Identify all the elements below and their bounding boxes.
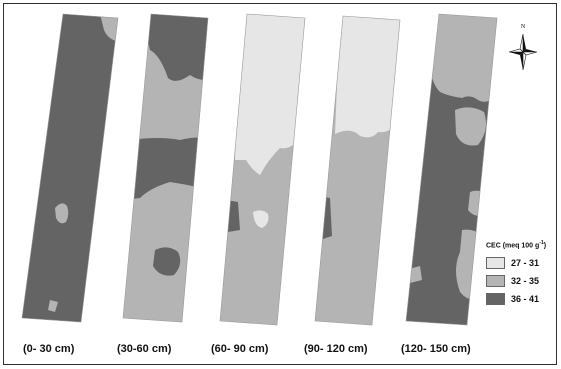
depth-label-30-60: (30-60 cm) — [117, 343, 172, 355]
depth-label-120-150: (120- 150 cm) — [401, 343, 471, 355]
map-panel-60-90 — [220, 14, 305, 325]
legend-swatch — [486, 293, 505, 306]
map-panel-90-120 — [315, 16, 400, 325]
map-panel-30-60 — [123, 14, 208, 322]
north-label: N — [520, 24, 526, 30]
depth-label-0-30: (0- 30 cm) — [23, 343, 75, 355]
legend-label: 32 - 35 — [511, 276, 540, 287]
legend-label: 36 - 41 — [511, 294, 540, 305]
map-panel-0-30 — [22, 14, 118, 322]
depth-label-60-90: (60- 90 cm) — [211, 343, 269, 355]
legend-label: 27 - 31 — [511, 258, 540, 269]
cec-legend: CEC (meq 100 g-1) 27 - 31 32 - 35 36 - 4… — [486, 240, 556, 308]
legend-item: 36 - 41 — [486, 290, 556, 308]
depth-label-90-120: (90- 120 cm) — [304, 343, 368, 355]
north-arrow-icon: N — [506, 24, 540, 70]
legend-swatch — [486, 275, 505, 288]
legend-title: CEC (meq 100 g-1) — [486, 240, 547, 250]
legend-item: 32 - 35 — [486, 272, 556, 290]
legend-swatch — [486, 257, 505, 270]
legend-item: 27 - 31 — [486, 254, 556, 272]
